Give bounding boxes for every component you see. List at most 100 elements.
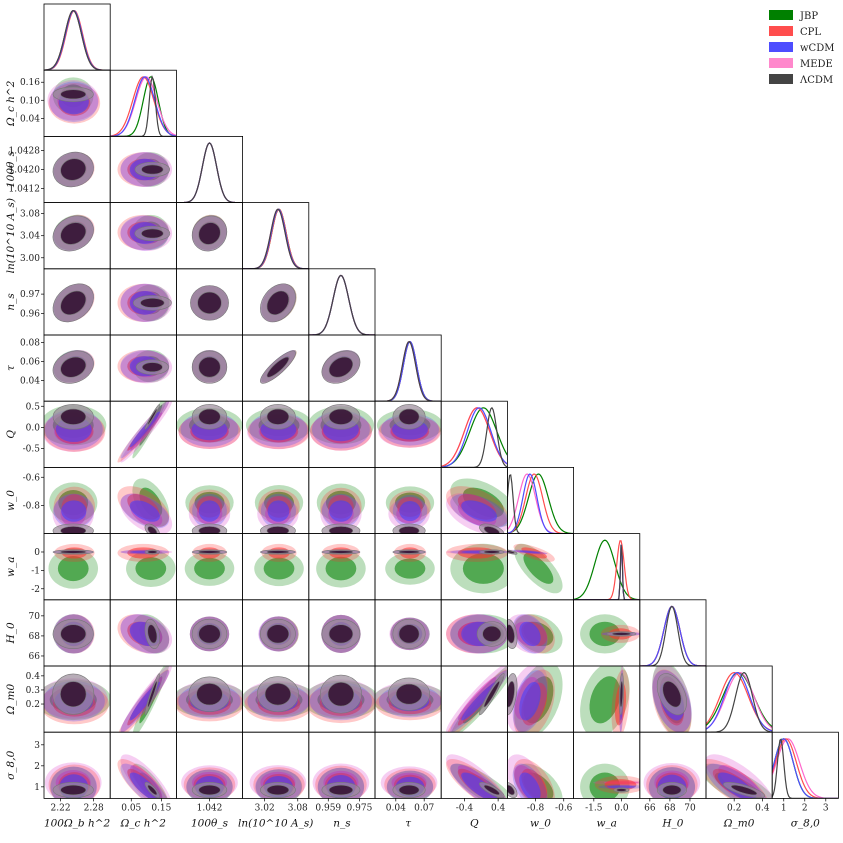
panel-grid: 0.160.100.04Ω_c h^21.04281.04201.0412100… xyxy=(5,3,839,829)
contour-JBP-68 xyxy=(325,556,357,581)
panel-10-7 xyxy=(506,665,574,733)
marginal-curve-ΛCDM xyxy=(110,75,177,137)
marginal-curve-CPL xyxy=(639,605,706,666)
y-axis-label: H_0 xyxy=(5,622,17,644)
panel-contents xyxy=(376,404,442,448)
panel-contents xyxy=(176,404,243,449)
y-axis-label: n_s xyxy=(5,293,17,311)
contour-wCDM-68 xyxy=(461,500,498,522)
panel-9-9 xyxy=(639,599,707,667)
contour-ΛCDM-68 xyxy=(141,164,164,175)
contour-ΛCDM-68 xyxy=(482,625,502,642)
x-tick-label: 3.08 xyxy=(288,803,308,813)
marginal-curve-JBP xyxy=(507,473,574,534)
x-axis-label: τ xyxy=(405,817,411,829)
x-axis-label: 100θ_s xyxy=(191,817,229,829)
x-tick-label: -0.6 xyxy=(555,803,573,813)
x-tick-label: 68 xyxy=(664,803,676,813)
panel-1-1 xyxy=(109,69,177,137)
contour-ΛCDM-68 xyxy=(328,784,354,796)
marginal-curve-wCDM xyxy=(706,672,773,732)
contour-ΛCDM-68 xyxy=(60,222,87,245)
contour-ΛCDM-68 xyxy=(60,408,87,425)
x-tick-label: 0.959 xyxy=(315,803,341,813)
x-axis-label: ln(10^10 A_s) xyxy=(238,817,313,829)
panel-contents xyxy=(385,543,435,585)
contour-ΛCDM-68 xyxy=(60,526,87,534)
panel-0-0 xyxy=(43,3,111,71)
panel-7-1 xyxy=(109,466,177,534)
contour-ΛCDM-68 xyxy=(198,222,221,245)
marginal-curve-wCDM xyxy=(308,274,375,335)
panel-7-2 xyxy=(175,466,243,534)
panel-frame xyxy=(771,731,839,799)
panel-contents xyxy=(117,349,173,384)
panel-contents xyxy=(446,666,508,733)
y-tick-label: -2 xyxy=(31,585,40,595)
panel-8-6 xyxy=(440,533,508,601)
contour-ΛCDM-68 xyxy=(60,290,87,316)
marginal-curve-ΛCDM xyxy=(639,605,706,666)
y-tick-label: 0 xyxy=(34,548,40,558)
marginal-curve-ΛCDM xyxy=(242,208,309,269)
contour-ΛCDM-68 xyxy=(198,550,221,554)
marginal-curve-CPL xyxy=(176,142,243,203)
y-tick-label: 0.2 xyxy=(26,700,40,710)
panel-10-10 xyxy=(705,665,773,733)
y-tick-label: 1.0428 xyxy=(9,147,41,157)
legend-label: MEDE xyxy=(800,59,833,70)
panel-4-0 xyxy=(41,268,111,336)
panel-contents xyxy=(375,677,442,721)
contour-ΛCDM-68 xyxy=(147,526,158,534)
panel-contents xyxy=(446,614,508,654)
marginal-curve-JBP xyxy=(44,10,111,71)
y-tick-label: 0.97 xyxy=(20,290,40,300)
contour-ΛCDM-68 xyxy=(264,682,292,706)
contour-wCDM-68 xyxy=(519,681,541,721)
marginal-curve-wCDM xyxy=(242,208,309,269)
marginal-curve-CPL xyxy=(375,340,442,402)
x-tick-label: 0.975 xyxy=(347,803,373,813)
legend-swatch-CPL xyxy=(769,26,793,36)
marginal-curve-MEDE xyxy=(242,208,309,269)
y-axis-label: 100θ_s xyxy=(5,150,17,188)
x-tick-label: 0.05 xyxy=(121,803,141,813)
panel-contents xyxy=(643,762,701,799)
marginal-curve-ΛCDM xyxy=(772,738,839,799)
panel-contents xyxy=(652,666,692,733)
contour-ΛCDM-68 xyxy=(507,624,515,644)
panel-5-3 xyxy=(242,334,310,402)
y-tick-label: 3.04 xyxy=(20,232,40,242)
panel-7-5 xyxy=(374,466,442,534)
panel-7-6 xyxy=(440,466,508,534)
x-tick-label: 0.2 xyxy=(727,803,741,813)
contour-ΛCDM-68 xyxy=(327,682,355,707)
contour-ΛCDM-68 xyxy=(141,362,163,373)
contour-ΛCDM-68 xyxy=(198,356,221,378)
panel-10-8 xyxy=(573,665,641,733)
panel-11-10 xyxy=(705,731,773,802)
y-tick-label: -1 xyxy=(31,566,40,576)
marginal-curve-MEDE xyxy=(308,274,375,335)
contour-ΛCDM-68 xyxy=(198,526,221,534)
panel-10-9 xyxy=(639,665,707,733)
panel-5-5 xyxy=(374,334,442,402)
marginal-curve-ΛCDM xyxy=(308,274,375,335)
panel-contents xyxy=(49,482,98,534)
panel-9-8 xyxy=(573,599,641,667)
panel-contents xyxy=(254,543,304,587)
panel-9-6 xyxy=(440,599,508,667)
panel-11-2 xyxy=(175,731,243,802)
contour-wCDM-68 xyxy=(519,621,541,647)
x-tick-label: 0.4 xyxy=(491,803,506,813)
marginal-curve-JBP xyxy=(573,539,640,600)
panel-contents xyxy=(117,754,173,799)
contour-ΛCDM-68 xyxy=(662,784,682,796)
panel-2-1 xyxy=(109,135,177,203)
panel-10-6 xyxy=(440,665,508,733)
panel-8-3 xyxy=(242,533,310,601)
legend-swatch-ΛCDM xyxy=(769,74,793,84)
panel-11-0 xyxy=(41,731,111,802)
panel-10-1 xyxy=(109,665,177,733)
